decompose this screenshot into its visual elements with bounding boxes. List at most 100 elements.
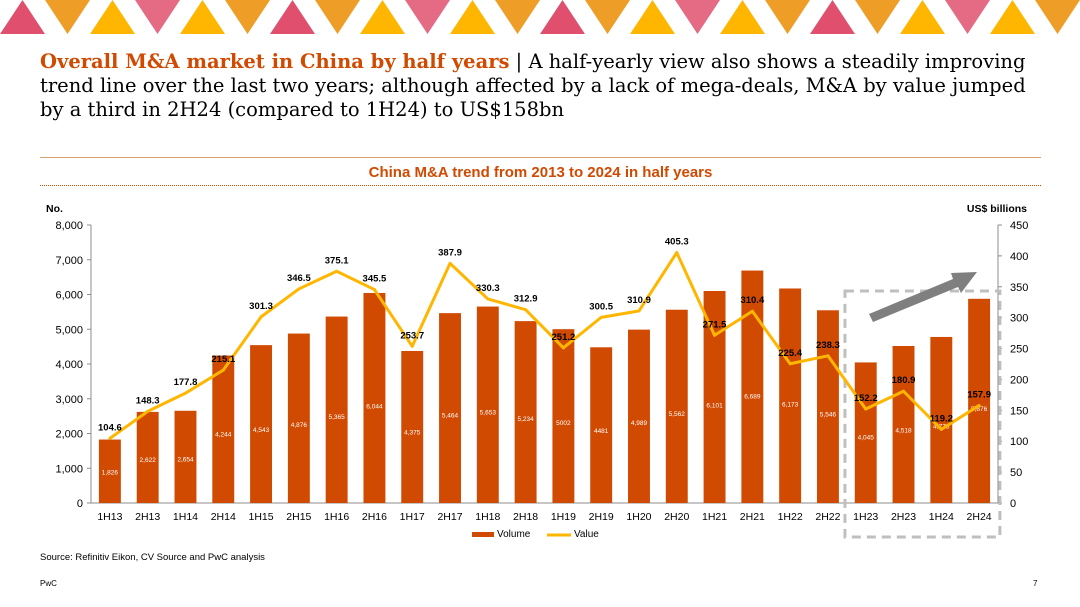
x-axis-tick-label: 1H22 [778,511,803,523]
decorative-triangle [900,0,945,34]
value-point [675,251,679,255]
footer-brand: PwC [40,579,57,588]
volume-bar-label: 5,876 [971,406,988,413]
volume-bar-label: 5,653 [480,410,497,417]
volume-bar [98,439,121,503]
legend-label-volume: Volume [497,529,531,540]
volume-bar [439,313,461,503]
decorative-triangle [990,0,1035,34]
decorative-triangle [495,0,540,34]
x-axis-tick-label: 2H14 [211,511,236,523]
value-point [637,309,641,313]
right-axis-tick-label: 250 [1010,344,1028,356]
decorative-triangle [720,0,765,34]
left-axis-tick-label: 8,000 [55,220,83,232]
volume-bar [514,321,537,503]
decorative-triangle-band [0,0,1080,34]
value-label: 119.2 [930,413,953,424]
left-axis-tick-label: 5,000 [55,324,83,336]
x-axis-tick-label: 2H17 [437,511,462,523]
volume-bar-label: 2,622 [140,457,157,464]
value-label: 104.6 [98,422,122,433]
value-label: 300.5 [589,301,613,312]
value-point [108,436,112,440]
x-axis-tick-label: 1H14 [173,511,198,523]
right-axis-tick-label: 450 [1010,220,1028,232]
volume-bar [552,329,575,503]
value-point [788,362,792,366]
page-number: 7 [1033,579,1038,588]
value-point [221,368,225,372]
decorative-triangle [675,0,720,34]
volume-bar [250,345,273,503]
x-axis-tick-label: 1H18 [475,511,500,523]
value-point [902,389,906,393]
value-label: 215.1 [211,354,235,365]
value-label: 405.3 [665,237,689,248]
right-axis-tick-label: 50 [1010,467,1022,479]
decorative-triangle [180,0,225,34]
decorative-triangle [135,0,180,34]
x-axis-tick-label: 2H20 [664,511,689,523]
decorative-triangle [360,0,405,34]
decorative-triangle [945,0,990,34]
value-point [750,309,754,313]
volume-bar-label: 4,375 [404,430,421,437]
volume-bar [854,362,877,503]
x-axis-tick-label: 1H20 [626,511,651,523]
value-label: 253.7 [400,330,424,341]
x-axis-tick-label: 1H23 [853,511,878,523]
x-axis-tick-label: 2H22 [815,511,840,523]
right-axis-tick-label: 150 [1010,405,1028,417]
value-point [561,346,565,350]
decorative-triangle [225,0,270,34]
volume-bar-label: 4,778 [933,423,950,430]
value-label: 346.5 [287,273,311,284]
value-point [335,269,339,273]
volume-bar-label: 4,989 [631,420,648,427]
volume-bar-label: 6,689 [744,393,761,400]
x-axis-tick-label: 2H18 [513,511,538,523]
decorative-triangle [585,0,630,34]
value-label: 387.9 [438,247,462,258]
volume-bar [476,306,499,503]
x-axis-tick-label: 1H16 [324,511,349,523]
left-axis-tick-label: 6,000 [55,290,83,302]
value-label: 177.8 [174,377,198,388]
value-line [109,251,980,440]
value-label: 345.5 [363,274,387,285]
value-point [183,391,187,395]
value-label: 148.3 [136,395,160,406]
volume-bar [703,290,726,503]
value-point [939,427,943,431]
volume-bar-label: 5,234 [517,416,534,423]
x-axis-tick-label: 2H23 [891,511,916,523]
x-axis-tick-label: 2H13 [135,511,160,523]
right-axis-title: US$ billions [967,203,1027,215]
value-point [977,403,981,407]
volume-bar [325,316,348,503]
value-label: 157.9 [967,389,991,400]
x-axis-tick-label: 2H19 [589,511,614,523]
trend-arrow-icon [869,272,977,322]
source-note: Source: Refinitiv Eikon, CV Source and P… [40,552,265,563]
value-label: 238.3 [816,340,840,351]
value-label: 375.1 [325,255,349,266]
value-label: 301.3 [249,301,273,312]
decorative-triangle [315,0,360,34]
volume-bar-label: 5,546 [820,411,837,418]
x-axis-tick-label: 1H24 [929,511,954,523]
volume-bar [930,336,953,503]
volume-bar [968,298,991,503]
value-label: 251.2 [552,332,576,343]
value-point [599,315,603,319]
decorative-triangle [90,0,135,34]
right-axis-tick-label: 350 [1010,282,1028,294]
slide-title-rest: A half-yearly view also shows a steadily… [40,50,1026,121]
volume-bar-label: 2,654 [177,456,194,463]
value-point [259,315,263,319]
decorative-triangle [0,0,45,34]
value-point [864,407,868,411]
volume-bar-label: 6,044 [366,403,383,410]
decorative-triangle [630,0,675,34]
